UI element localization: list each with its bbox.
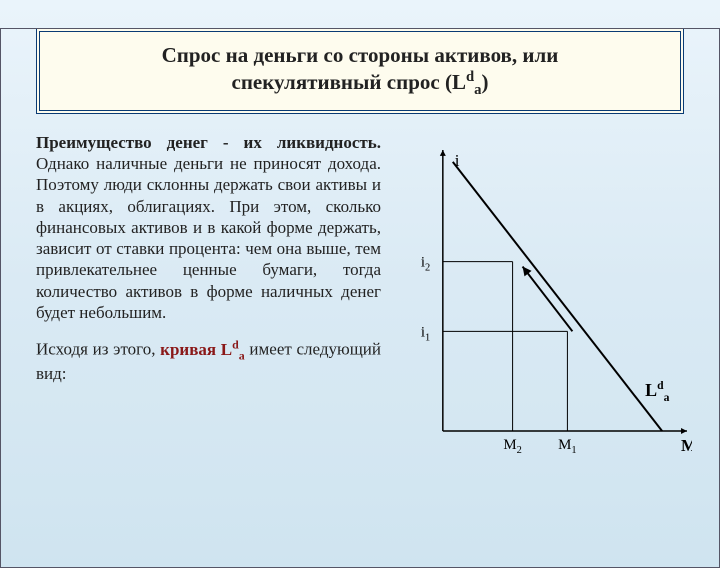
svg-text:Lda: Lda (645, 379, 669, 404)
body-text: Преимущество денег - их ликвидность. Одн… (36, 132, 381, 472)
svg-text:M2: M2 (503, 437, 522, 456)
title-sup: d (466, 69, 474, 85)
paragraph-1: Преимущество денег - их ликвидность. Одн… (36, 132, 381, 323)
chart-svg: i Mi2 i1 M2 M1 Lda (393, 132, 692, 471)
svg-text:M: M (681, 436, 692, 455)
para1-rest: Однако наличные деньги не приносят доход… (36, 154, 381, 322)
para2-prefix: Исходя из этого, (36, 340, 160, 359)
content-row: Преимущество денег - их ликвидность. Одн… (0, 132, 720, 472)
svg-text:M1: M1 (558, 437, 577, 456)
title-line2-suffix: ) (481, 70, 488, 94)
demand-chart: i Mi2 i1 M2 M1 Lda (393, 132, 692, 472)
svg-text:i2: i2 (421, 254, 430, 273)
curve-label: кривая Lda (160, 340, 245, 359)
title-line2-prefix: спекулятивный спрос (L (232, 70, 466, 94)
bold-lead: Преимущество денег - их ликвидность. (36, 133, 381, 152)
curve-label-sup: d (232, 337, 239, 351)
title-text: Спрос на деньги со стороны активов, или … (56, 42, 664, 100)
paragraph-2: Исходя из этого, кривая Lda имеет следую… (36, 337, 381, 384)
svg-text:i: i (455, 151, 460, 170)
title-box: Спрос на деньги со стороны активов, или … (36, 28, 684, 114)
curve-label-prefix: кривая L (160, 340, 232, 359)
title-line1: Спрос на деньги со стороны активов, или (162, 43, 559, 67)
svg-text:i1: i1 (421, 324, 430, 343)
